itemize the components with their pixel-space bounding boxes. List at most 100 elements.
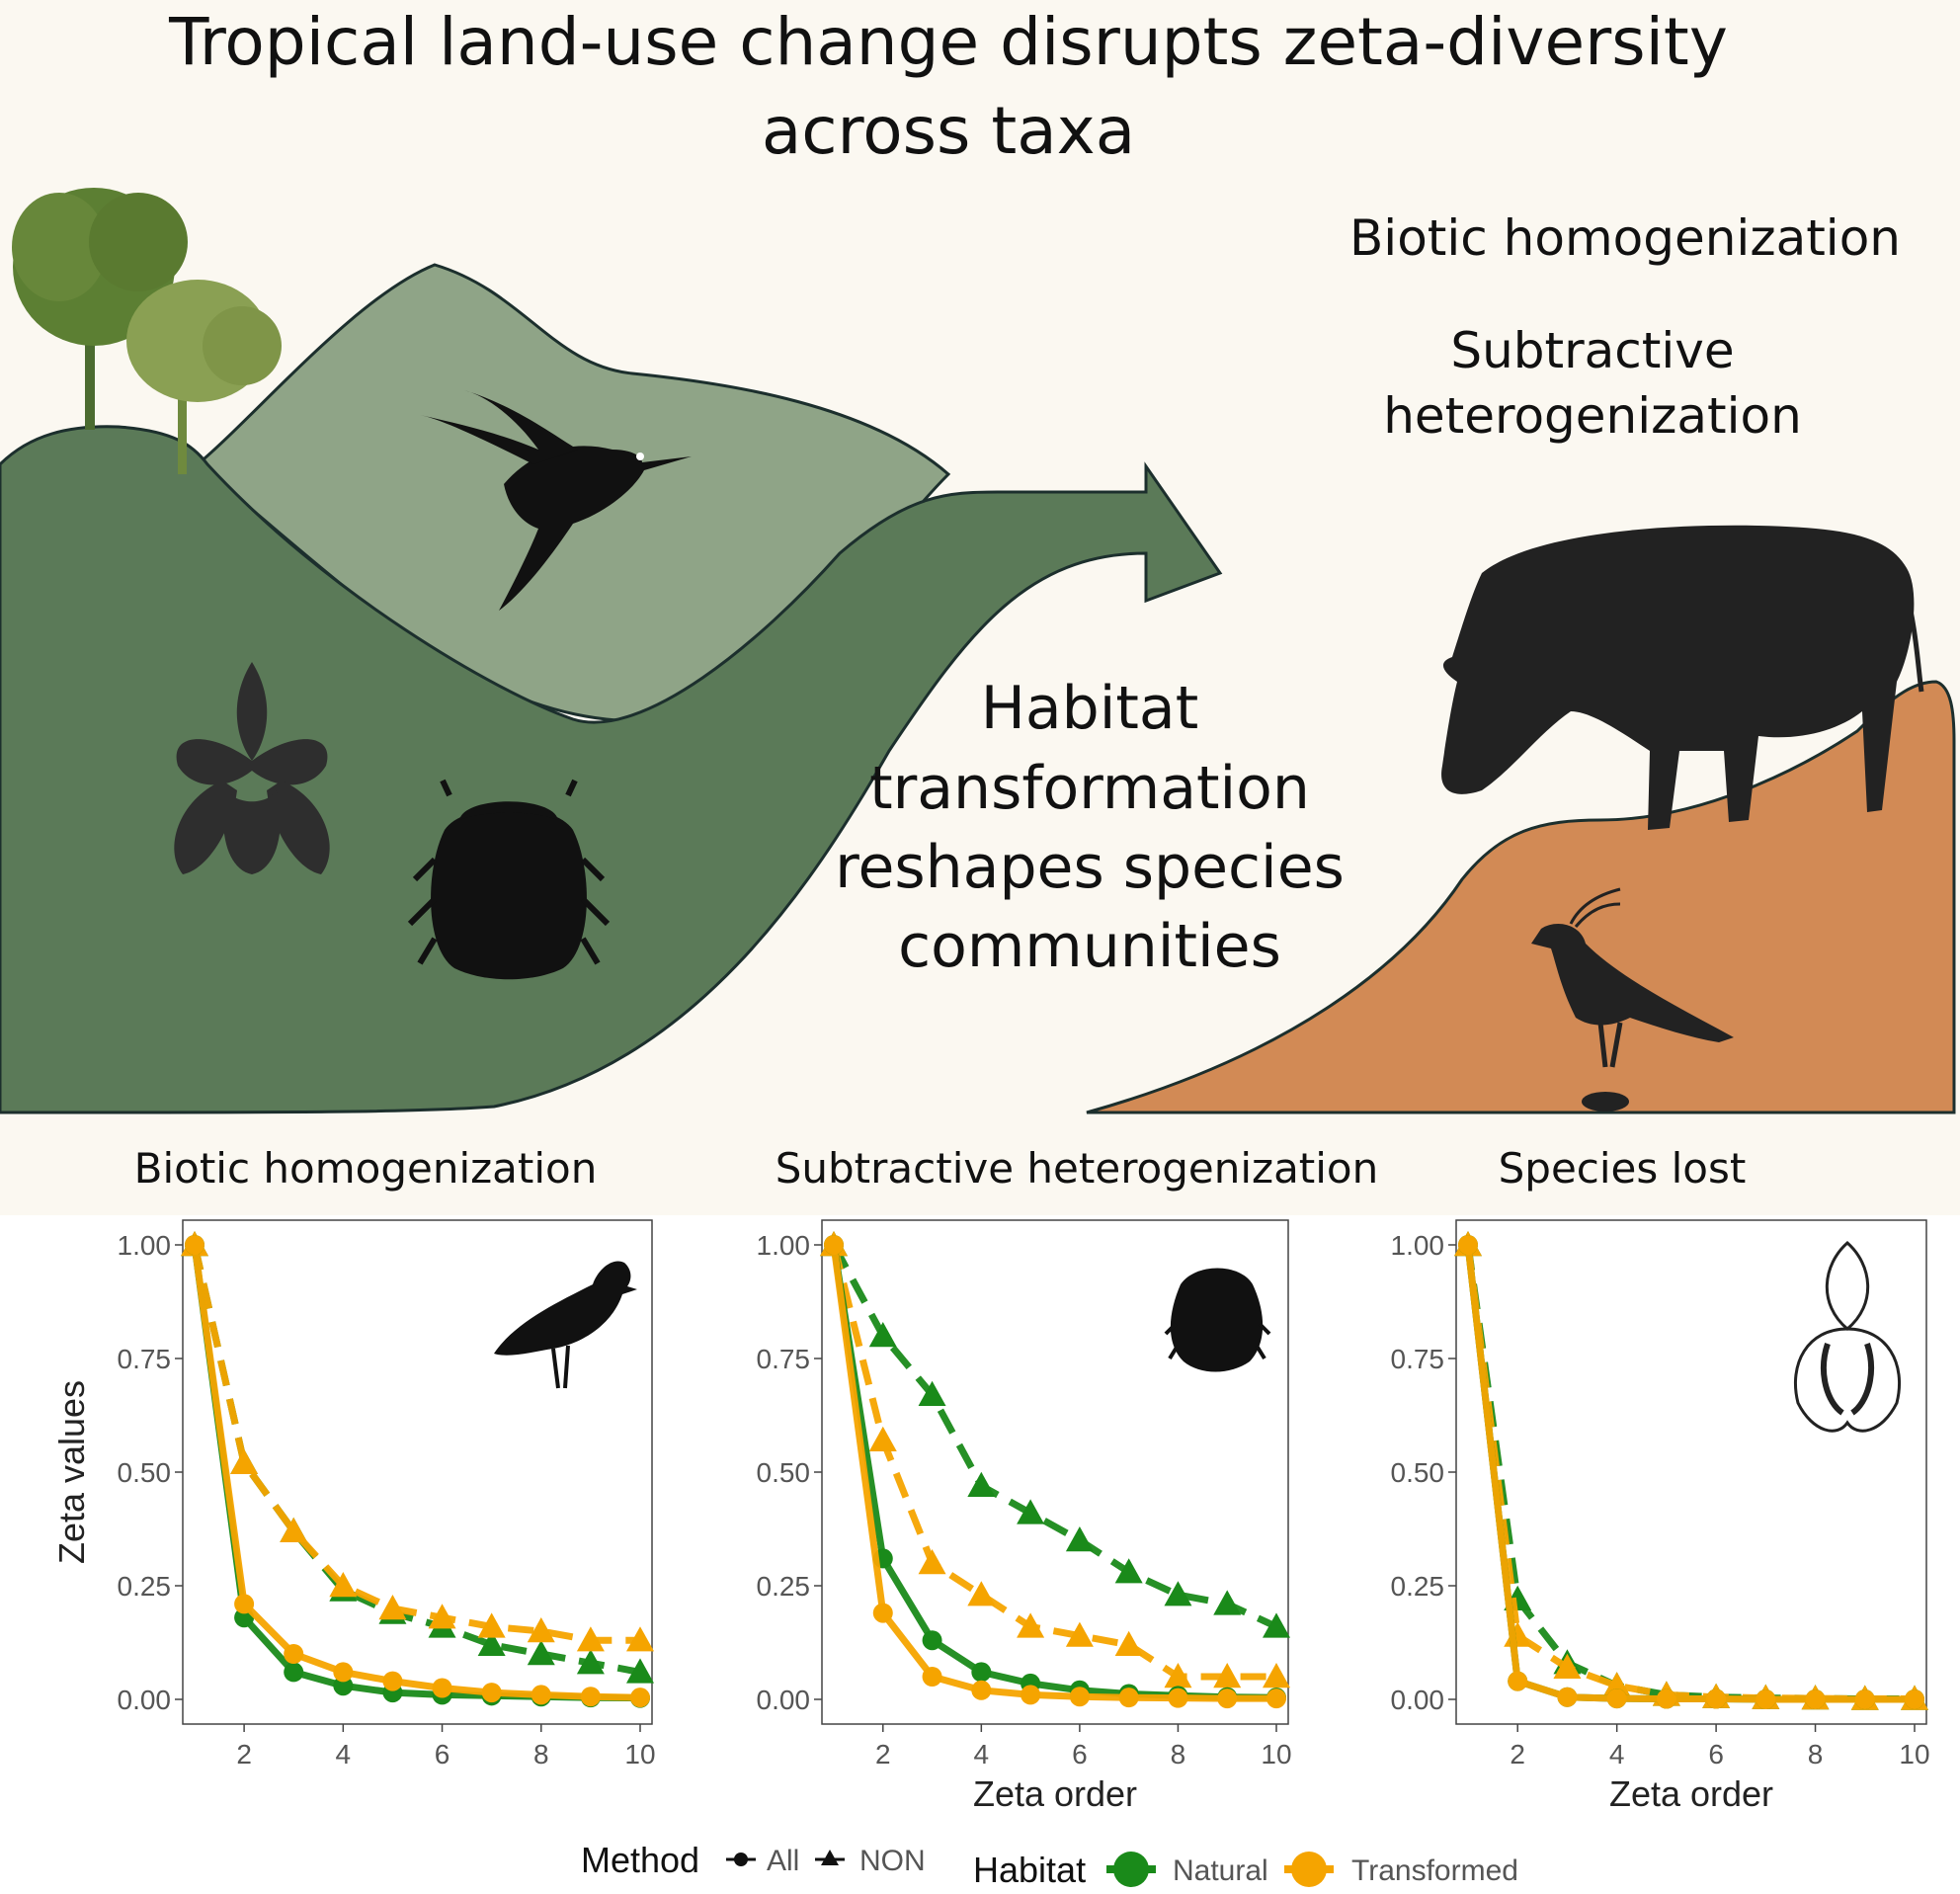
data-point-circle [333,1662,354,1683]
data-point-circle [185,1235,204,1255]
center-text-line1: Habitat [981,674,1198,743]
legend-habitat-natural: Natural [1173,1854,1268,1887]
data-point-circle [630,1688,650,1708]
x-tick-label: 10 [1899,1739,1929,1770]
x-tick-label: 2 [1510,1739,1525,1770]
data-point-circle [1021,1685,1041,1705]
data-point-triangle [967,1581,996,1606]
chart-frame [1455,1219,1927,1725]
data-point-triangle [1164,1581,1192,1606]
center-text-line3: reshapes species [835,833,1345,902]
x-tick-label: 10 [1261,1739,1291,1770]
y-tick-label: 0.25 [757,1571,811,1602]
x-tick-label: 10 [624,1739,655,1770]
data-point-triangle [626,1626,654,1652]
series-line-all-transformed [1464,1244,1915,1703]
data-point-triangle [576,1649,605,1675]
data-point-triangle [1114,1558,1143,1584]
right-label-biotic: Biotic homogenization [1349,209,1901,267]
data-point-circle [922,1667,942,1687]
data-point-circle [580,1687,601,1707]
data-point-circle [824,1235,844,1255]
data-point-triangle [868,1322,897,1348]
x-tick-label: 2 [236,1739,252,1770]
data-point-triangle [1553,1653,1582,1679]
y-tick-label: 0.00 [1391,1685,1445,1715]
data-point-triangle [1213,1663,1242,1688]
data-point-circle [1805,1689,1826,1709]
chart-species-lost: 0.00 0.25 0.50 0.75 1.00 2 4 6 8 10 Zeta order [1391,1219,1930,1814]
y-tick-label: 0.00 [118,1685,172,1715]
x-tick-label: 4 [1609,1739,1625,1770]
center-text-line2: transformation [869,754,1310,823]
data-point-triangle [1065,1526,1094,1552]
data-point-triangle [329,1572,358,1598]
data-point-triangle [477,1630,506,1656]
panel-beetle-icon [1164,1268,1271,1372]
data-point-circle [1069,1687,1090,1707]
data-point-circle [1706,1688,1727,1709]
pasture-hill [1086,680,1956,1114]
series-line-non-transformed [191,1244,640,1644]
data-point-triangle [1263,1612,1290,1638]
x-tick-label: 8 [533,1739,549,1770]
data-point-circle [1508,1671,1528,1691]
x-tick-label: 4 [336,1739,352,1770]
data-point-triangle [918,1549,946,1575]
legend-method-all: All [767,1845,799,1877]
y-tick-label: 1.00 [757,1230,811,1261]
chart-biotic-homogenization: 0.00 0.25 0.50 0.75 1.00 2 4 6 8 10 Zeta values [51,1219,656,1770]
data-point-circle [872,1603,893,1623]
data-point-triangle [230,1448,259,1474]
data-point-circle [284,1662,304,1683]
data-point-triangle [1017,1499,1045,1524]
data-point-triangle [527,1640,555,1666]
x-axis-label: Zeta order [973,1773,1137,1814]
center-text-line4: communities [898,912,1281,981]
series-line-all-transformed [191,1244,641,1701]
right-label-subtractive-2: heterogenization [1383,387,1802,445]
data-point-circle [1458,1235,1478,1255]
data-point-triangle [576,1626,605,1652]
x-tick-label: 6 [1708,1739,1724,1770]
data-point-circle [1606,1688,1627,1709]
data-point-circle [1656,1688,1676,1709]
data-point-triangle [477,1612,506,1638]
lapwing-icon [1531,887,1734,1112]
data-point-triangle [1602,1672,1631,1697]
trees-icon [12,188,282,474]
data-point-circle [382,1671,403,1691]
data-point-triangle [527,1617,555,1643]
x-tick-label: 4 [974,1739,990,1770]
y-tick-label: 0.50 [1391,1457,1445,1488]
data-point-circle [234,1594,255,1614]
data-point-triangle [1065,1621,1094,1647]
series-line-non-transformed [830,1244,1276,1681]
data-point-triangle [1213,1590,1242,1615]
panel-lapwing-icon [494,1261,637,1389]
x-tick-label: 8 [1808,1739,1824,1770]
data-point-circle [1756,1689,1776,1709]
y-tick-label: 0.00 [757,1685,811,1715]
y-tick-label: 0.50 [757,1457,811,1488]
data-point-triangle [280,1517,308,1542]
data-point-triangle [1017,1612,1045,1638]
panel-orchid-icon [1793,1241,1902,1433]
x-tick-label: 2 [875,1739,891,1770]
y-tick-label: 1.00 [118,1230,172,1261]
orchid-icon [174,662,330,874]
data-point-triangle [967,1471,996,1497]
data-point-triangle [1164,1663,1192,1688]
hummingbird-icon [420,390,692,611]
data-point-circle [1854,1689,1875,1709]
data-point-circle [971,1680,992,1700]
data-point-triangle [378,1595,407,1620]
legend-natural-marker [1113,1852,1149,1887]
chart2-title: Subtractive heterogenization [776,1144,1379,1193]
data-point-circle [1118,1688,1139,1708]
data-point-circle [481,1683,502,1703]
dark-hill-arrow [0,425,1223,1114]
data-point-circle [432,1678,452,1698]
data-point-circle [284,1644,304,1664]
y-tick-label: 0.25 [118,1571,172,1602]
